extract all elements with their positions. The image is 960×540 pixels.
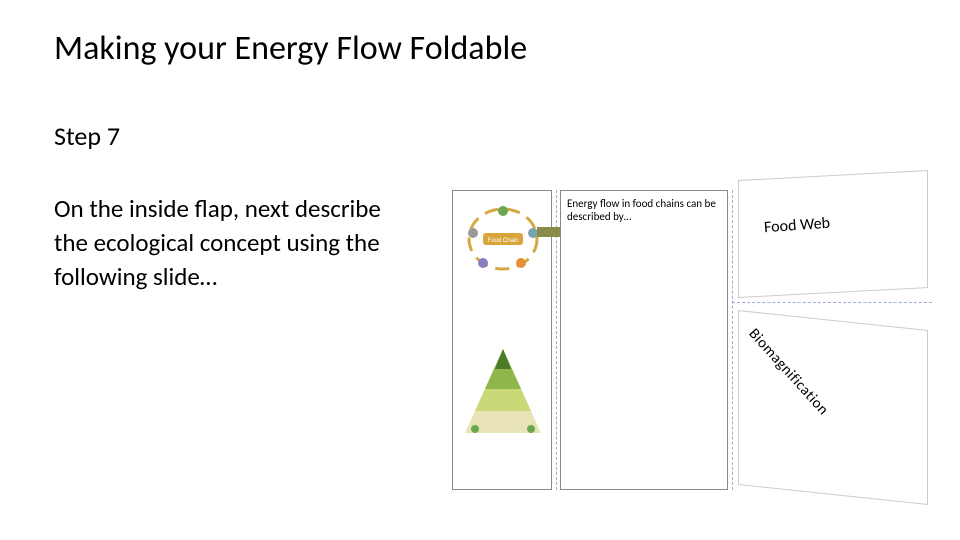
svg-text:Food Chain: Food Chain [487,238,518,244]
guide-line [732,190,733,490]
slide-title: Making your Energy Flow Foldable [54,28,527,69]
center-panel-text: Energy flow in food chains can be descri… [567,197,717,223]
guide-line [732,302,932,303]
panel-center: Energy flow in food chains can be descri… [560,190,728,490]
foldable-diagram: Food Chain Energy flow in food chains ca… [452,190,932,500]
energy-pyramid-icon [459,341,547,441]
food-chain-cycle-icon: Food Chain [459,199,547,279]
step-label: Step 7 [54,120,120,152]
body-text: On the inside flap, next describe the ec… [54,192,414,293]
slide: { "title": "Making your Energy Flow Fold… [0,0,960,540]
